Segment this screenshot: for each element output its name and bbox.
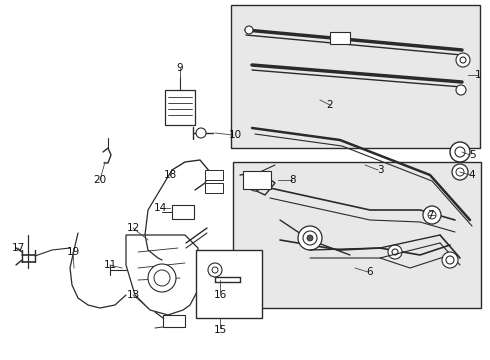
Polygon shape [126,235,198,315]
Bar [205,170,223,180]
Bar [163,315,185,327]
Text: 13: 13 [126,290,140,300]
Circle shape [455,147,465,157]
Circle shape [423,206,441,224]
Circle shape [452,164,468,180]
Text: 15: 15 [213,325,227,335]
Circle shape [392,249,398,255]
Text: 19: 19 [66,247,80,257]
Text: 5: 5 [469,150,475,160]
Text: 20: 20 [94,175,106,185]
Circle shape [245,26,253,34]
Circle shape [148,264,176,292]
Circle shape [208,263,222,277]
Text: 3: 3 [377,165,383,175]
Bar [243,171,271,189]
Circle shape [456,168,464,176]
Text: 2: 2 [327,100,333,110]
Circle shape [212,267,218,273]
Circle shape [460,57,466,63]
Bar [233,162,481,308]
Text: 9: 9 [177,63,183,73]
Text: 18: 18 [163,170,176,180]
Bar [172,205,194,219]
Circle shape [303,231,317,245]
Bar [165,90,195,125]
Circle shape [450,142,470,162]
Bar [196,250,262,318]
Text: 14: 14 [153,203,167,213]
Circle shape [196,128,206,138]
Bar [330,32,350,44]
Text: 4: 4 [469,170,475,180]
Circle shape [252,182,258,188]
Circle shape [456,85,466,95]
Text: 8: 8 [290,175,296,185]
Circle shape [388,245,402,259]
Text: 6: 6 [367,267,373,277]
Circle shape [456,53,470,67]
Circle shape [249,179,261,191]
Circle shape [154,270,170,286]
Circle shape [298,226,322,250]
Circle shape [446,256,454,264]
Text: 16: 16 [213,290,227,300]
Bar [205,183,223,193]
Text: 11: 11 [103,260,117,270]
Circle shape [428,211,436,219]
Text: 12: 12 [126,223,140,233]
Circle shape [442,252,458,268]
Text: 1: 1 [475,70,481,80]
Circle shape [307,235,313,241]
Text: 17: 17 [11,243,24,253]
Text: 10: 10 [228,130,242,140]
Bar [231,5,480,148]
Text: 7: 7 [427,210,433,220]
